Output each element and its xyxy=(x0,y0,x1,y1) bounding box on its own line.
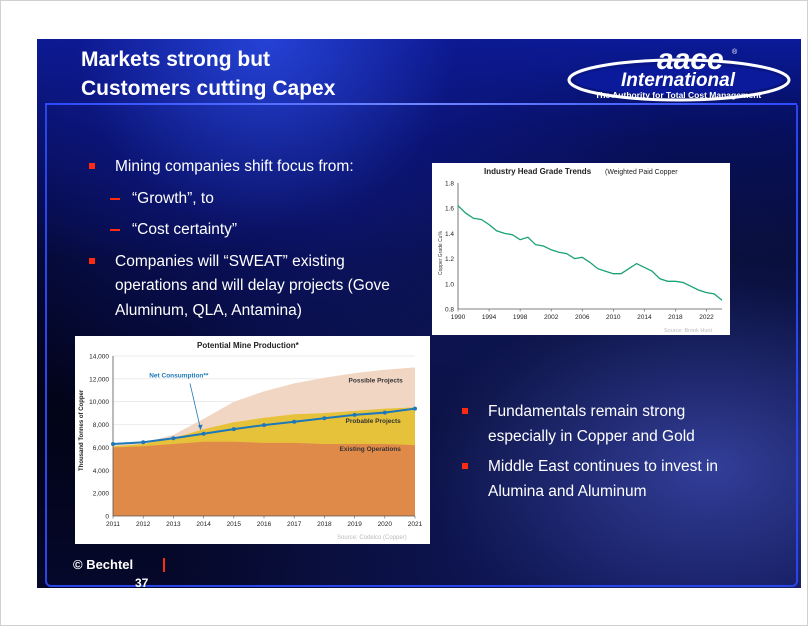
existing-operations-label: Existing Operations xyxy=(340,446,402,453)
y-tick-label: 1.4 xyxy=(445,231,454,238)
x-tick-label: 2011 xyxy=(106,521,120,528)
net-consumption-point xyxy=(171,436,176,441)
bullet-list-right: Fundamentals remain strong especially in… xyxy=(450,400,740,504)
title-line-1: Markets strong but xyxy=(81,48,271,71)
net-consumption-point xyxy=(231,427,236,432)
mine-production-chart-svg: Potential Mine Production* Thousand Tonn… xyxy=(79,341,423,541)
net-consumption-point xyxy=(413,406,417,411)
head-grade-chart: Industry Head Grade Trends (Weighted Pai… xyxy=(432,163,730,335)
x-tick-label: 2021 xyxy=(408,521,423,528)
x-tick-label: 2002 xyxy=(544,314,559,321)
chart-source: Source: Codelco (Copper) xyxy=(337,535,407,541)
y-tick-label: 14,000 xyxy=(89,354,109,361)
header-rule xyxy=(45,103,797,105)
bullet-marker xyxy=(462,408,468,414)
x-tick-label: 2018 xyxy=(317,521,332,528)
net-consumption-label: Net Consumption** xyxy=(149,373,209,380)
net-consumption-point xyxy=(352,412,357,417)
head-grade-chart-svg: Industry Head Grade Trends (Weighted Pai… xyxy=(438,167,723,334)
chart-title: Industry Head Grade Trends xyxy=(484,167,592,176)
sub-bullet-item: “Growth”, to xyxy=(77,187,407,212)
sub-bullet-item: “Cost certainty” xyxy=(77,218,407,243)
bullet-marker xyxy=(89,163,95,169)
logo-registered: ® xyxy=(732,48,738,56)
x-tick-label: 2018 xyxy=(668,314,683,321)
y-tick-label: 4,000 xyxy=(93,468,110,475)
x-tick-label: 1994 xyxy=(482,314,497,321)
logo-tm: ™ xyxy=(764,91,769,97)
dash-marker xyxy=(110,197,120,200)
y-tick-label: 12,000 xyxy=(89,376,109,383)
slide-title: Markets strong but Customers cutting Cap… xyxy=(81,45,335,103)
bullet-item: Middle East continues to invest in Alumi… xyxy=(450,455,740,504)
net-consumption-point xyxy=(382,410,387,415)
existing-operations-area xyxy=(113,441,415,516)
x-tick-label: 2022 xyxy=(699,314,714,321)
y-tick-label: 1.2 xyxy=(445,256,454,263)
title-line-2: Customers cutting Capex xyxy=(81,77,336,100)
probable-projects-label: Probable Projects xyxy=(346,418,402,425)
y-axis-label: Thousand Tonnes of Copper xyxy=(79,389,85,471)
dash-marker xyxy=(110,229,120,231)
chart-title: Potential Mine Production* xyxy=(197,341,300,350)
net-consumption-point xyxy=(292,419,297,424)
y-tick-label: 0 xyxy=(105,514,109,521)
aace-logo: aace ® International The Authority for T… xyxy=(567,43,791,102)
bullet-marker xyxy=(89,257,95,264)
y-tick-label: 10,000 xyxy=(89,399,109,406)
y-tick-label: 8,000 xyxy=(93,422,110,429)
logo-subtitle: International xyxy=(621,70,736,91)
slide: Markets strong but Customers cutting Cap… xyxy=(37,39,801,588)
logo-tagline: The Authority for Total Cost Management xyxy=(595,90,761,100)
x-tick-label: 2016 xyxy=(257,521,272,528)
x-tick-label: 2019 xyxy=(347,521,362,528)
x-tick-label: 2014 xyxy=(196,521,211,528)
net-consumption-point xyxy=(141,440,146,445)
net-consumption-point xyxy=(262,423,266,428)
bullet-item: Companies will “SWEAT” existing operatio… xyxy=(77,250,407,324)
x-tick-label: 2015 xyxy=(227,521,242,528)
bullet-item: Fundamentals remain strong especially in… xyxy=(450,400,740,449)
content-frame xyxy=(45,105,798,587)
possible-projects-label: Possible Projects xyxy=(349,377,404,384)
net-consumption-point xyxy=(322,416,327,421)
bullet-marker xyxy=(462,463,468,469)
x-tick-label: 1990 xyxy=(451,314,466,321)
logo-wordmark: aace xyxy=(657,43,724,76)
bullet-item: Mining companies shift focus from: xyxy=(77,155,407,180)
bullet-list-left: Mining companies shift focus from: “Grow… xyxy=(77,155,407,323)
mine-production-chart: Potential Mine Production* Thousand Tonn… xyxy=(75,336,430,544)
x-tick-label: 2014 xyxy=(637,314,652,321)
x-tick-label: 2013 xyxy=(166,521,181,528)
chart-source: Source: Brook Hunt xyxy=(664,328,712,334)
chart-subtitle: (Weighted Paid Copper xyxy=(605,169,678,176)
x-tick-label: 2012 xyxy=(136,521,151,528)
head-grade-line xyxy=(457,205,723,301)
footer-divider xyxy=(163,558,165,572)
x-tick-label: 2017 xyxy=(287,521,302,528)
y-tick-label: 0.8 xyxy=(445,307,454,314)
annotation-leader xyxy=(189,383,201,430)
y-tick-label: 2,000 xyxy=(93,491,110,498)
y-tick-label: 1.6 xyxy=(445,206,454,213)
y-tick-label: 1.0 xyxy=(445,281,454,288)
y-axis-label: Copper Grade Cu% xyxy=(438,231,444,275)
page-number: 37 xyxy=(135,576,149,588)
x-tick-label: 2006 xyxy=(575,314,590,321)
annotation-arrowhead xyxy=(198,424,203,431)
x-tick-label: 2010 xyxy=(606,314,621,321)
net-consumption-point xyxy=(201,431,206,436)
copyright: © Bechtel xyxy=(73,557,134,572)
y-tick-label: 1.8 xyxy=(445,181,454,188)
x-tick-label: 2020 xyxy=(378,521,393,528)
x-tick-label: 1998 xyxy=(513,314,528,321)
net-consumption-point xyxy=(111,442,115,446)
y-tick-label: 6,000 xyxy=(93,445,110,452)
